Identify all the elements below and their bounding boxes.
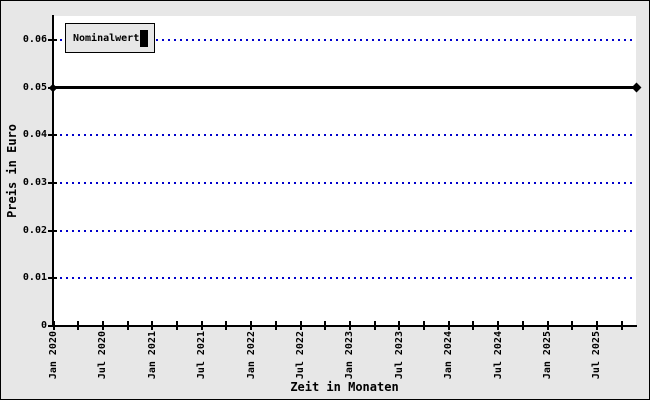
series-line-nominalwert [53, 86, 636, 90]
x-tick [596, 321, 598, 330]
x-tick-label: Jan 2025 [542, 331, 553, 380]
x-tick [398, 321, 400, 330]
y-tick-label: 0.03 [22, 177, 47, 188]
y-axis-title: Preis in Euro [5, 124, 19, 218]
legend-label: Nominalwert [73, 32, 140, 44]
x-tick [423, 321, 425, 330]
x-tick [547, 321, 549, 330]
x-tick [275, 321, 277, 330]
x-tick [250, 321, 252, 330]
y-tick-label: 0.02 [22, 224, 47, 236]
x-tick [324, 321, 326, 330]
x-tick-label: Jan 2024 [443, 331, 454, 380]
x-tick-label: Jul 2025 [591, 331, 602, 380]
x-tick-label: Jul 2022 [295, 331, 306, 380]
x-tick [472, 321, 474, 330]
y-tick-label: 0.06 [22, 34, 47, 45]
x-tick [349, 321, 351, 330]
x-tick [201, 321, 203, 330]
y-tick [48, 277, 57, 280]
y-tick [48, 39, 57, 41]
legend-series-swatch-icon [140, 29, 148, 47]
gridline [54, 277, 636, 280]
x-tick-label: Jan 2022 [246, 331, 257, 380]
x-axis-line [52, 325, 637, 327]
x-tick [300, 321, 302, 330]
x-tick [448, 321, 450, 330]
x-axis-title: Zeit in Monaten [290, 380, 399, 394]
x-tick-label: Jul 2021 [196, 331, 207, 380]
y-axis-line [52, 15, 54, 327]
x-tick [77, 321, 79, 330]
legend: Nominalwert [65, 23, 155, 53]
x-tick [374, 321, 376, 330]
y-tick [48, 182, 57, 184]
y-tick [48, 134, 57, 137]
y-tick-label: 0.04 [22, 129, 47, 141]
x-tick-label: Jul 2024 [493, 331, 504, 380]
y-tick-label: 0.05 [22, 81, 47, 93]
x-tick [225, 321, 227, 330]
gridline [54, 182, 636, 184]
plot-area [53, 16, 636, 326]
x-tick-label: Jul 2023 [394, 331, 405, 380]
x-tick [621, 321, 623, 330]
y-tick [48, 325, 57, 327]
x-tick [497, 321, 499, 330]
x-tick-label: Jan 2023 [344, 331, 355, 380]
x-tick-label: Jul 2020 [97, 331, 108, 380]
x-tick-label: Jan 2021 [147, 331, 158, 380]
x-tick [102, 321, 104, 330]
x-tick [176, 321, 178, 330]
x-tick [127, 321, 129, 330]
gridline [54, 229, 636, 232]
x-tick [151, 321, 153, 330]
gridline [54, 134, 636, 137]
y-tick-label: 0.01 [22, 272, 47, 284]
y-tick-label: 0 [40, 320, 47, 331]
y-tick [48, 229, 57, 232]
x-tick [53, 321, 55, 330]
y-tick [48, 86, 57, 89]
gridline [54, 39, 636, 41]
x-tick [571, 321, 573, 330]
x-tick-label: Jan 2020 [48, 331, 59, 380]
x-tick [522, 321, 524, 330]
